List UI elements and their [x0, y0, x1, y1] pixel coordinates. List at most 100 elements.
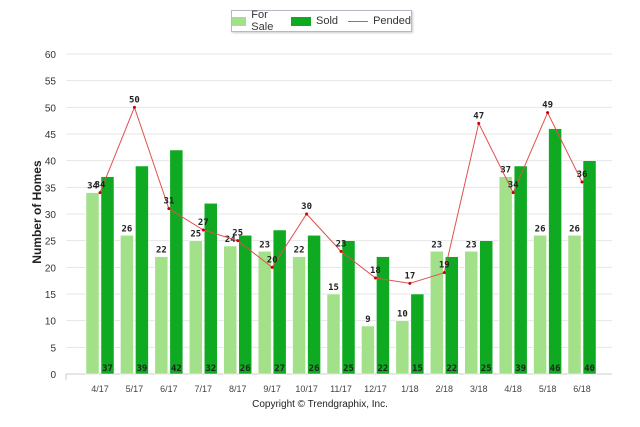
bar-sold — [100, 176, 115, 375]
bar-sold — [513, 165, 528, 375]
x-tick-label: 12/17 — [364, 384, 387, 394]
x-tick-label: 2/18 — [436, 384, 454, 394]
bar-for-sale — [533, 235, 547, 375]
y-tick-label: 25 — [45, 237, 57, 248]
for-sale-data-label: 22 — [156, 246, 167, 256]
bar-sold — [479, 240, 493, 375]
for-sale-data-label: 25 — [190, 230, 201, 240]
y-tick-label: 5 — [50, 343, 56, 354]
pended-data-label: 27 — [198, 218, 209, 228]
x-tick-label: 4/18 — [504, 384, 522, 394]
bar-sold — [307, 235, 321, 375]
x-tick-label: 5/18 — [539, 384, 557, 394]
sold-data-label: 40 — [584, 364, 595, 374]
pended-data-label: 31 — [163, 197, 174, 207]
sold-data-label: 22 — [378, 364, 389, 374]
for-sale-data-label: 9 — [365, 315, 370, 325]
bar-sold — [376, 256, 390, 375]
legend-item-for-sale[interactable]: For Sale — [232, 9, 281, 33]
y-axis-title: Number of Homes — [30, 160, 44, 264]
legend-item-pended[interactable]: Pended — [348, 15, 411, 27]
pended-point — [408, 281, 412, 285]
for-sale-data-label: 23 — [466, 240, 477, 250]
pended-data-label: 50 — [129, 95, 140, 105]
pended-point — [98, 191, 102, 195]
sold-data-label: 26 — [309, 364, 320, 374]
bar-for-sale — [361, 325, 375, 375]
y-tick-label: 0 — [50, 370, 56, 381]
legend-label: Sold — [316, 15, 339, 27]
pended-point — [477, 121, 481, 125]
y-tick-label: 55 — [45, 77, 57, 88]
sold-data-label: 32 — [205, 364, 216, 374]
x-tick-label: 10/17 — [295, 384, 318, 394]
pended-point — [339, 249, 343, 253]
pended-data-label: 25 — [232, 229, 243, 239]
for-sale-data-label: 23 — [431, 240, 442, 250]
bar-for-sale — [120, 235, 134, 375]
sold-data-label: 42 — [171, 364, 182, 374]
x-tick-label: 1/18 — [401, 384, 419, 394]
sold-data-label: 46 — [550, 364, 561, 374]
y-tick-label: 45 — [45, 130, 57, 141]
y-tick-label: 60 — [45, 50, 57, 61]
bar-sold — [410, 293, 425, 375]
pended-point — [305, 212, 309, 216]
x-tick-label: 8/17 — [229, 384, 247, 394]
legend-label: Pended — [373, 15, 411, 27]
x-tick-label: 7/17 — [195, 384, 213, 394]
for-sale-data-label: 37 — [500, 166, 511, 176]
legend: For Sale Sold Pended — [231, 9, 412, 33]
copyright: Copyright © Trendgraphix, Inc. — [252, 399, 388, 410]
bar-for-sale — [498, 176, 513, 375]
for-sale-data-label: 26 — [535, 224, 546, 234]
sold-data-label: 27 — [274, 364, 285, 374]
sold-swatch — [291, 16, 312, 26]
for-sale-data-label: 23 — [259, 240, 270, 250]
sold-data-label: 25 — [343, 364, 354, 374]
pended-data-label: 30 — [301, 202, 312, 212]
sold-data-label: 15 — [412, 364, 423, 374]
x-tick-label: 11/17 — [330, 384, 352, 394]
pended-point — [270, 265, 274, 269]
x-tick-label: 6/17 — [160, 384, 178, 394]
sold-data-label: 22 — [446, 364, 457, 374]
bar-sold — [169, 149, 184, 375]
pended-swatch — [348, 20, 369, 22]
y-tick-label: 40 — [45, 157, 57, 168]
pended-data-label: 34 — [95, 181, 106, 191]
x-tick-label: 4/17 — [91, 384, 109, 394]
pended-point — [511, 191, 515, 195]
bar-sold — [272, 229, 287, 375]
bar-for-sale — [464, 251, 478, 375]
bar-sold — [238, 235, 252, 375]
bar-for-sale — [326, 293, 341, 375]
bar-sold — [582, 160, 597, 375]
for-sale-data-label: 26 — [122, 224, 133, 234]
y-tick-label: 10 — [45, 317, 57, 328]
legend-item-sold[interactable]: Sold — [291, 15, 338, 27]
sold-data-label: 25 — [481, 364, 492, 374]
sold-data-label: 37 — [102, 364, 113, 374]
x-tick-label: 5/17 — [126, 384, 144, 394]
x-tick-label: 3/18 — [470, 384, 488, 394]
bar-for-sale — [395, 320, 410, 375]
pended-point — [580, 180, 584, 184]
pended-point — [546, 111, 550, 115]
for-sale-data-label: 26 — [569, 224, 580, 234]
pended-point — [373, 276, 377, 280]
x-tick-label: 9/17 — [263, 384, 281, 394]
bar-for-sale — [154, 256, 169, 375]
sold-data-label: 39 — [137, 364, 148, 374]
bar-for-sale — [223, 245, 237, 375]
pended-data-label: 18 — [370, 266, 381, 276]
bar-sold — [445, 256, 459, 375]
y-tick-label: 20 — [45, 263, 57, 274]
for-sale-data-label: 24 — [225, 235, 236, 245]
pended-data-label: 23 — [336, 239, 347, 249]
pended-point — [236, 239, 240, 243]
bar-for-sale — [292, 256, 306, 375]
sold-data-label: 26 — [240, 364, 251, 374]
pended-point — [132, 105, 136, 109]
